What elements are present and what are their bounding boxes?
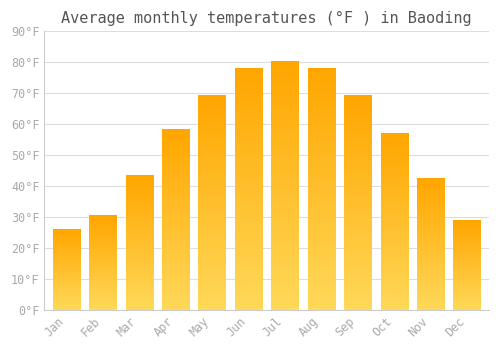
Bar	[271, 61, 298, 310]
Bar	[126, 175, 153, 310]
Title: Average monthly temperatures (°F ) in Baoding: Average monthly temperatures (°F ) in Ba…	[62, 11, 472, 26]
Bar	[380, 133, 408, 310]
Bar	[417, 178, 444, 310]
Bar	[162, 129, 190, 310]
Bar	[454, 220, 480, 310]
Bar	[235, 69, 262, 310]
Bar	[89, 215, 117, 310]
Bar	[308, 69, 335, 310]
Bar	[198, 95, 226, 310]
Bar	[344, 95, 372, 310]
Bar	[52, 229, 80, 310]
